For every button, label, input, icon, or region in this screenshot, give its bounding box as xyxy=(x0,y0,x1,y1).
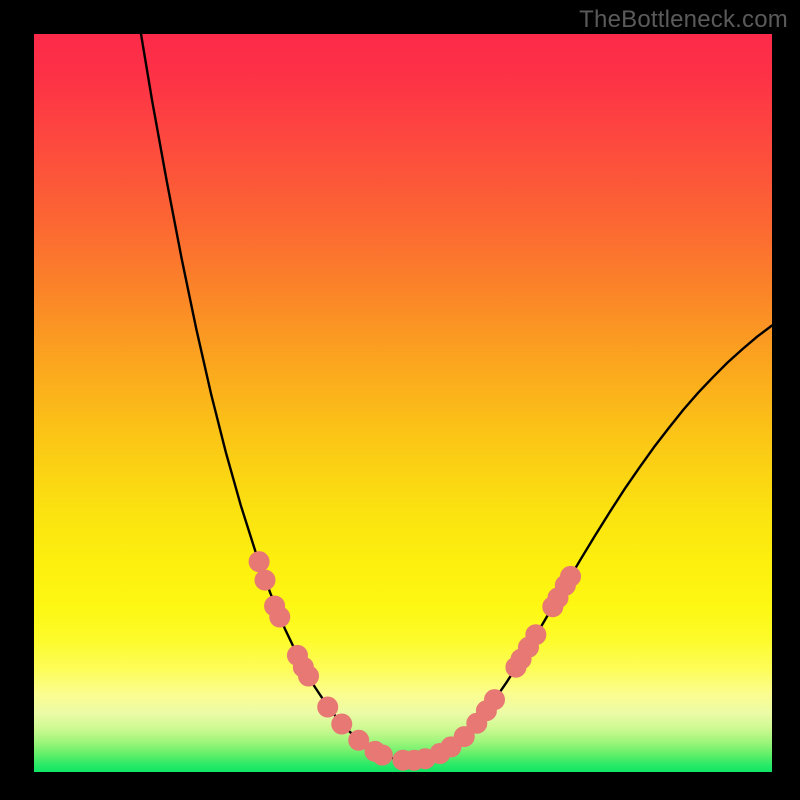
marker-dot xyxy=(485,690,505,710)
marker-dot xyxy=(255,570,275,590)
plot-svg xyxy=(34,34,772,772)
marker-dot xyxy=(332,714,352,734)
marker-dot xyxy=(372,745,392,765)
marker-dot xyxy=(270,607,290,627)
marker-dot xyxy=(299,666,319,686)
marker-series xyxy=(249,552,580,771)
marker-dot xyxy=(249,552,269,572)
chart-root: TheBottleneck.com xyxy=(0,0,800,800)
marker-dot xyxy=(318,697,338,717)
marker-dot xyxy=(526,625,546,645)
watermark-label: TheBottleneck.com xyxy=(579,6,788,34)
bottleneck-curve xyxy=(141,34,772,760)
marker-dot xyxy=(561,566,581,586)
plot-area xyxy=(34,34,772,772)
